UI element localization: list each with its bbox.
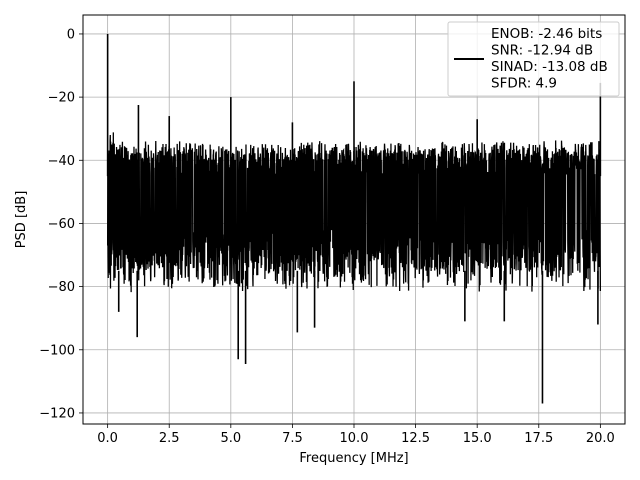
x-tick-label: 17.5 [524,431,553,446]
x-tick-label: 20.0 [586,431,615,446]
y-tick-label: −40 [48,154,75,169]
x-tick-label: 2.5 [159,431,180,446]
x-tick-label: 7.5 [282,431,303,446]
y-tick-label: −100 [39,343,75,358]
x-tick-label: 10.0 [340,431,369,446]
y-axis-ticks: 0 −20 −40 −60 −80 −100 −120 [39,27,83,421]
x-tick-label: 12.5 [401,431,430,446]
y-axis-label: PSD [dB] [14,191,29,249]
legend-box [447,21,620,97]
x-tick-label: 0.0 [97,431,118,446]
psd-trace [106,132,602,293]
y-tick-label: −80 [48,280,75,295]
spur-lines [106,33,602,177]
x-tick-label: 5.0 [220,431,241,446]
legend: ENOB: -2.46 bits SNR: -12.94 dB SINAD: -… [447,21,620,97]
legend-entry-sfdr: SFDR: 4.9 [491,76,557,92]
legend-entry-sinad: SINAD: -13.08 dB [491,59,608,75]
y-tick-label: −20 [48,91,75,106]
legend-entry-snr: SNR: -12.94 dB [491,43,593,59]
y-tick-label: −120 [39,406,75,421]
x-tick-label: 15.0 [463,431,492,446]
y-tick-label: −60 [48,217,75,232]
legend-entry-enob: ENOB: -2.46 bits [491,26,602,42]
x-axis-ticks: 0.0 2.5 5.0 7.5 10.0 12.5 15.0 17.5 20.0 [97,424,615,446]
x-axis-label: Frequency [MHz] [299,451,408,466]
dip-lines [117,270,599,404]
y-tick-label: 0 [67,27,75,42]
